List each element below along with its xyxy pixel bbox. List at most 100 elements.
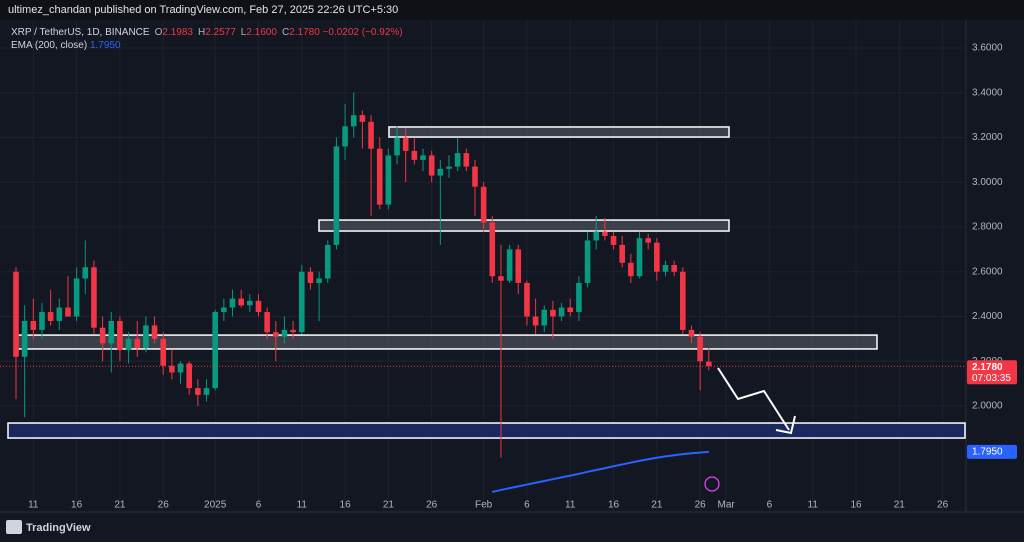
candle-body xyxy=(298,271,305,333)
x-tick-label: 21 xyxy=(383,500,395,511)
candle-body xyxy=(30,320,37,330)
candle-body xyxy=(99,327,106,344)
candle-body xyxy=(73,278,80,317)
candle-body xyxy=(567,307,574,313)
x-tick-label: Feb xyxy=(475,500,493,511)
header: ultimez_chandan published on TradingView… xyxy=(8,4,399,16)
candle-body xyxy=(39,312,45,330)
candle-body xyxy=(420,155,426,160)
candle-body xyxy=(550,309,556,317)
candle-body xyxy=(376,148,383,205)
candle-body xyxy=(498,276,504,281)
candle-body xyxy=(454,153,461,167)
candle-body xyxy=(463,153,470,167)
change: −0.0202 (−0.92%) xyxy=(322,27,403,38)
candle-body xyxy=(671,265,677,272)
x-tick-label: 11 xyxy=(28,500,39,511)
candle-body xyxy=(281,329,288,337)
x-tick-label: 21 xyxy=(894,500,906,511)
ohlc: O2.1983 H2.2577 L2.1600 C2.1780 xyxy=(150,27,320,38)
candle-body xyxy=(368,121,374,149)
candle-body xyxy=(117,320,123,351)
candle-body xyxy=(697,336,703,362)
y-tick-label: 3.2000 xyxy=(972,132,1003,143)
axes: 2.00002.20002.40002.60002.80003.00003.20… xyxy=(28,43,1017,511)
arrow-head xyxy=(775,415,796,435)
zone xyxy=(7,422,966,439)
symbol: XRP / TetherUS, 1D, BINANCE xyxy=(11,27,150,38)
brand-logo xyxy=(6,520,22,534)
candle-body xyxy=(619,244,625,263)
ema-name: EMA (200, close) xyxy=(11,40,88,51)
candle-body xyxy=(177,363,184,373)
candle-body xyxy=(134,338,141,348)
candle-body xyxy=(394,137,400,156)
candle-body xyxy=(324,244,331,279)
candle-body xyxy=(255,300,262,313)
ohlc-key: O xyxy=(154,27,163,38)
x-tick-label: 26 xyxy=(158,500,170,511)
candle-body xyxy=(47,312,54,321)
candle-body xyxy=(151,325,158,339)
candle-body xyxy=(160,338,167,366)
candle-body xyxy=(238,298,244,306)
candle-body xyxy=(532,316,539,326)
candle-body xyxy=(680,271,686,330)
candle-body xyxy=(316,278,322,283)
x-tick-label: 11 xyxy=(808,500,819,511)
candle-body xyxy=(541,309,548,326)
ohlc-value: 2.1983 xyxy=(162,27,193,38)
candle-body xyxy=(212,312,218,389)
y-tick-label: 2.4000 xyxy=(972,311,1003,322)
ohlc-key: C xyxy=(281,27,290,38)
brand: TradingView xyxy=(26,522,91,534)
x-tick-label: 16 xyxy=(850,500,862,511)
candle-body xyxy=(515,249,522,283)
candle-body xyxy=(65,307,71,317)
candle-body xyxy=(558,307,565,317)
candle-body xyxy=(411,150,418,160)
x-tick-label: 6 xyxy=(767,500,773,511)
candle-body xyxy=(290,329,296,333)
y-tick-label: 2.8000 xyxy=(972,222,1003,233)
candle-body xyxy=(402,137,409,151)
x-tick-label: 21 xyxy=(651,500,663,511)
x-tick-label: 26 xyxy=(426,500,438,511)
top-bar xyxy=(0,0,1024,20)
candle-body xyxy=(654,242,660,272)
candle-body xyxy=(264,312,270,333)
candle-body xyxy=(350,115,357,127)
candle-body xyxy=(342,126,348,147)
candle-body xyxy=(688,329,695,337)
candle-body xyxy=(195,388,201,395)
arrow xyxy=(717,367,790,431)
ohlc-value: 2.2577 xyxy=(205,27,236,38)
candle-body xyxy=(706,361,712,367)
x-tick-label: 6 xyxy=(256,500,262,511)
x-tick-label: 11 xyxy=(565,500,576,511)
x-tick-label: Mar xyxy=(718,500,736,511)
candle-body xyxy=(506,249,513,281)
y-tick-label: 3.4000 xyxy=(972,87,1003,98)
candle-body xyxy=(610,235,617,245)
ohlc-key: L xyxy=(240,27,247,38)
y-tick-label: 2.6000 xyxy=(972,266,1003,277)
x-tick-label: 11 xyxy=(297,500,308,511)
candle-body xyxy=(428,155,435,176)
candle-body xyxy=(446,166,452,169)
x-tick-label: 6 xyxy=(524,500,530,511)
candle-body xyxy=(125,338,132,351)
candle-body xyxy=(203,388,210,395)
x-tick-label: 16 xyxy=(340,500,352,511)
last-price-label: 2.1780 xyxy=(972,362,1003,373)
ema-legend: EMA (200, close) 1.7950 xyxy=(11,40,121,51)
candle-body xyxy=(82,267,89,279)
candle-body xyxy=(247,300,253,306)
candle-body xyxy=(662,265,669,272)
zone xyxy=(388,126,730,138)
candle-body xyxy=(645,238,651,243)
candle-body xyxy=(628,262,634,277)
candle-body xyxy=(13,271,19,357)
event-icon[interactable] xyxy=(704,476,720,492)
